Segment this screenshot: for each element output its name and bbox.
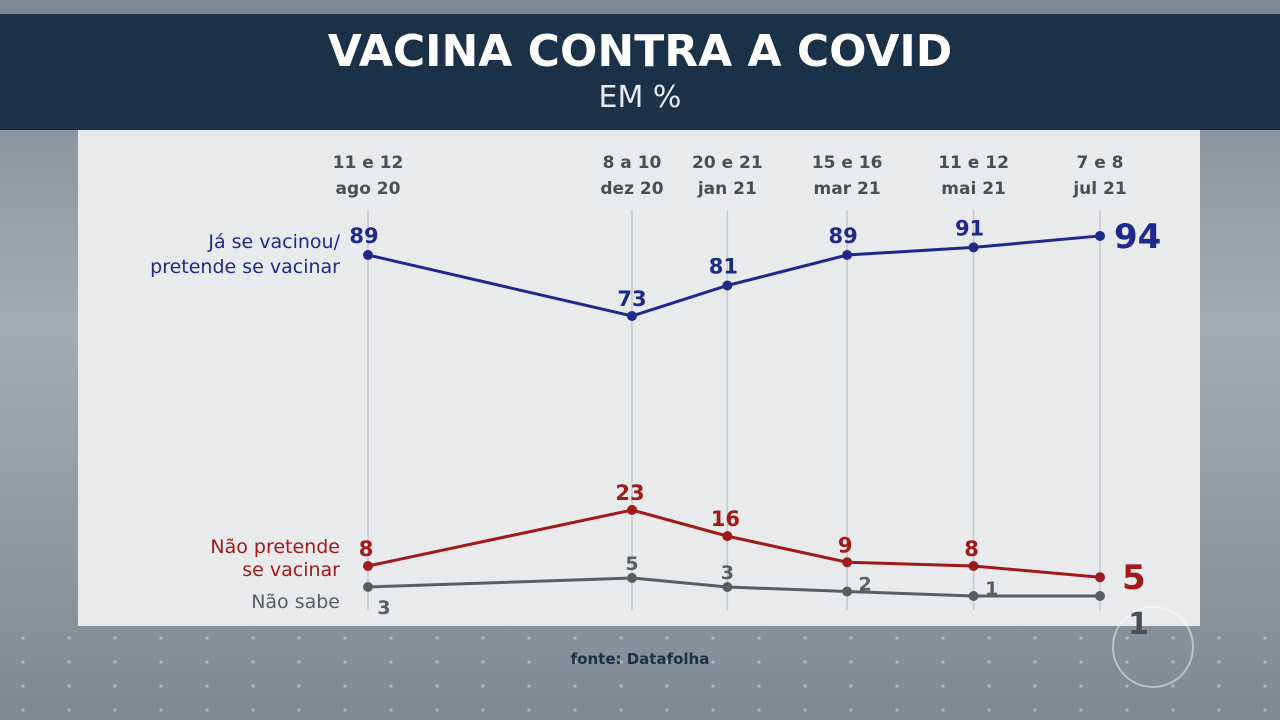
x-tick-label-1-line2: dez 20 — [600, 179, 663, 199]
chart-title: VACINA CONTRA A COVID — [327, 26, 953, 77]
series-1-data-label-2: 16 — [711, 507, 740, 531]
series-1-label-line2: se vacinar — [242, 559, 340, 581]
x-tick-label-3-line1: 15 e 16 — [812, 153, 883, 173]
series-0-point-3 — [842, 250, 853, 260]
series-1-point-5 — [1095, 572, 1105, 583]
series-2-data-label-2: 3 — [721, 562, 734, 584]
series-2-point-5 — [1095, 591, 1105, 601]
chart-subtitle: EM % — [598, 80, 682, 115]
series-1-label-line1: Não pretende — [210, 536, 340, 558]
series-1-data-label-4: 8 — [964, 537, 979, 561]
series-0-point-5 — [1095, 230, 1105, 241]
series-2-label-line1: Não sabe — [251, 591, 340, 613]
series-1-data-label-1: 23 — [615, 481, 644, 505]
series-2-point-4 — [968, 591, 979, 601]
series-0-point-4 — [968, 242, 979, 253]
series-0-data-label-1: 73 — [617, 287, 646, 311]
series-1-point-0 — [363, 561, 373, 571]
x-tick-label-2-line2: jan 21 — [697, 179, 757, 199]
series-1-data-label-3: 9 — [838, 533, 853, 557]
x-tick-label-2-line1: 20 e 21 — [692, 153, 763, 173]
x-tick-label-4-line1: 11 e 12 — [938, 153, 1009, 173]
series-2-data-label-4: 1 — [985, 578, 998, 600]
series-1-point-4 — [968, 561, 979, 571]
series-0-label-line2: pretende se vacinar — [150, 256, 340, 278]
series-0-point-2 — [722, 280, 733, 291]
series-1-data-label-5: 5 — [1122, 558, 1146, 598]
series-1-point-1 — [626, 505, 637, 515]
series-0-point-0 — [363, 250, 373, 260]
series-1-data-label-0: 8 — [359, 537, 374, 561]
series-1-line — [367, 508, 1101, 579]
series-0-data-label-5: 94 — [1114, 217, 1161, 257]
series-2-point-3 — [842, 586, 853, 597]
series-0-data-label-3: 89 — [829, 224, 858, 248]
x-tick-label-0-line1: 11 e 12 — [333, 153, 404, 173]
series-0-line — [367, 234, 1101, 318]
series-2-data-label-1: 5 — [625, 553, 638, 575]
series-1-point-3 — [842, 557, 853, 568]
series-2-point-1 — [626, 573, 637, 583]
source-note: fonte: Datafolha — [570, 650, 710, 668]
x-tick-label-1-line1: 8 a 10 — [603, 153, 662, 173]
title-bar — [0, 14, 1280, 130]
x-tick-label-0-line2: ago 20 — [336, 179, 401, 199]
series-0-data-label-4: 91 — [955, 216, 984, 240]
x-tick-label-5-line2: jul 21 — [1072, 179, 1126, 199]
series-0-data-label-0: 89 — [349, 224, 378, 248]
series-0-point-1 — [626, 311, 637, 321]
series-2-data-label-3: 2 — [859, 574, 872, 596]
chart-panel — [78, 130, 1200, 626]
series-2-data-label-0: 3 — [377, 597, 390, 619]
series-2-point-0 — [363, 582, 373, 592]
studio-floor — [0, 626, 1280, 720]
series-1-point-2 — [722, 531, 733, 542]
broadcaster-logo-icon — [1112, 606, 1194, 688]
series-0-label-line1: Já se vacinou/ — [207, 231, 340, 253]
x-tick-label-5-line1: 7 e 8 — [1076, 153, 1123, 173]
series-2-point-2 — [722, 582, 733, 592]
x-tick-label-3-line2: mar 21 — [814, 179, 881, 199]
x-tick-label-4-line2: mai 21 — [941, 179, 1006, 199]
series-2-line — [367, 576, 1100, 598]
series-0-data-label-2: 81 — [709, 255, 738, 279]
